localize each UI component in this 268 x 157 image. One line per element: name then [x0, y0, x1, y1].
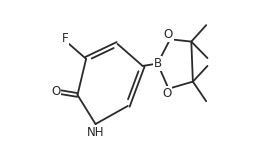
Text: NH: NH — [87, 126, 104, 139]
Text: B: B — [154, 57, 162, 70]
Text: F: F — [62, 32, 68, 45]
Text: O: O — [51, 85, 61, 98]
Text: O: O — [162, 87, 171, 100]
Text: O: O — [163, 28, 173, 41]
